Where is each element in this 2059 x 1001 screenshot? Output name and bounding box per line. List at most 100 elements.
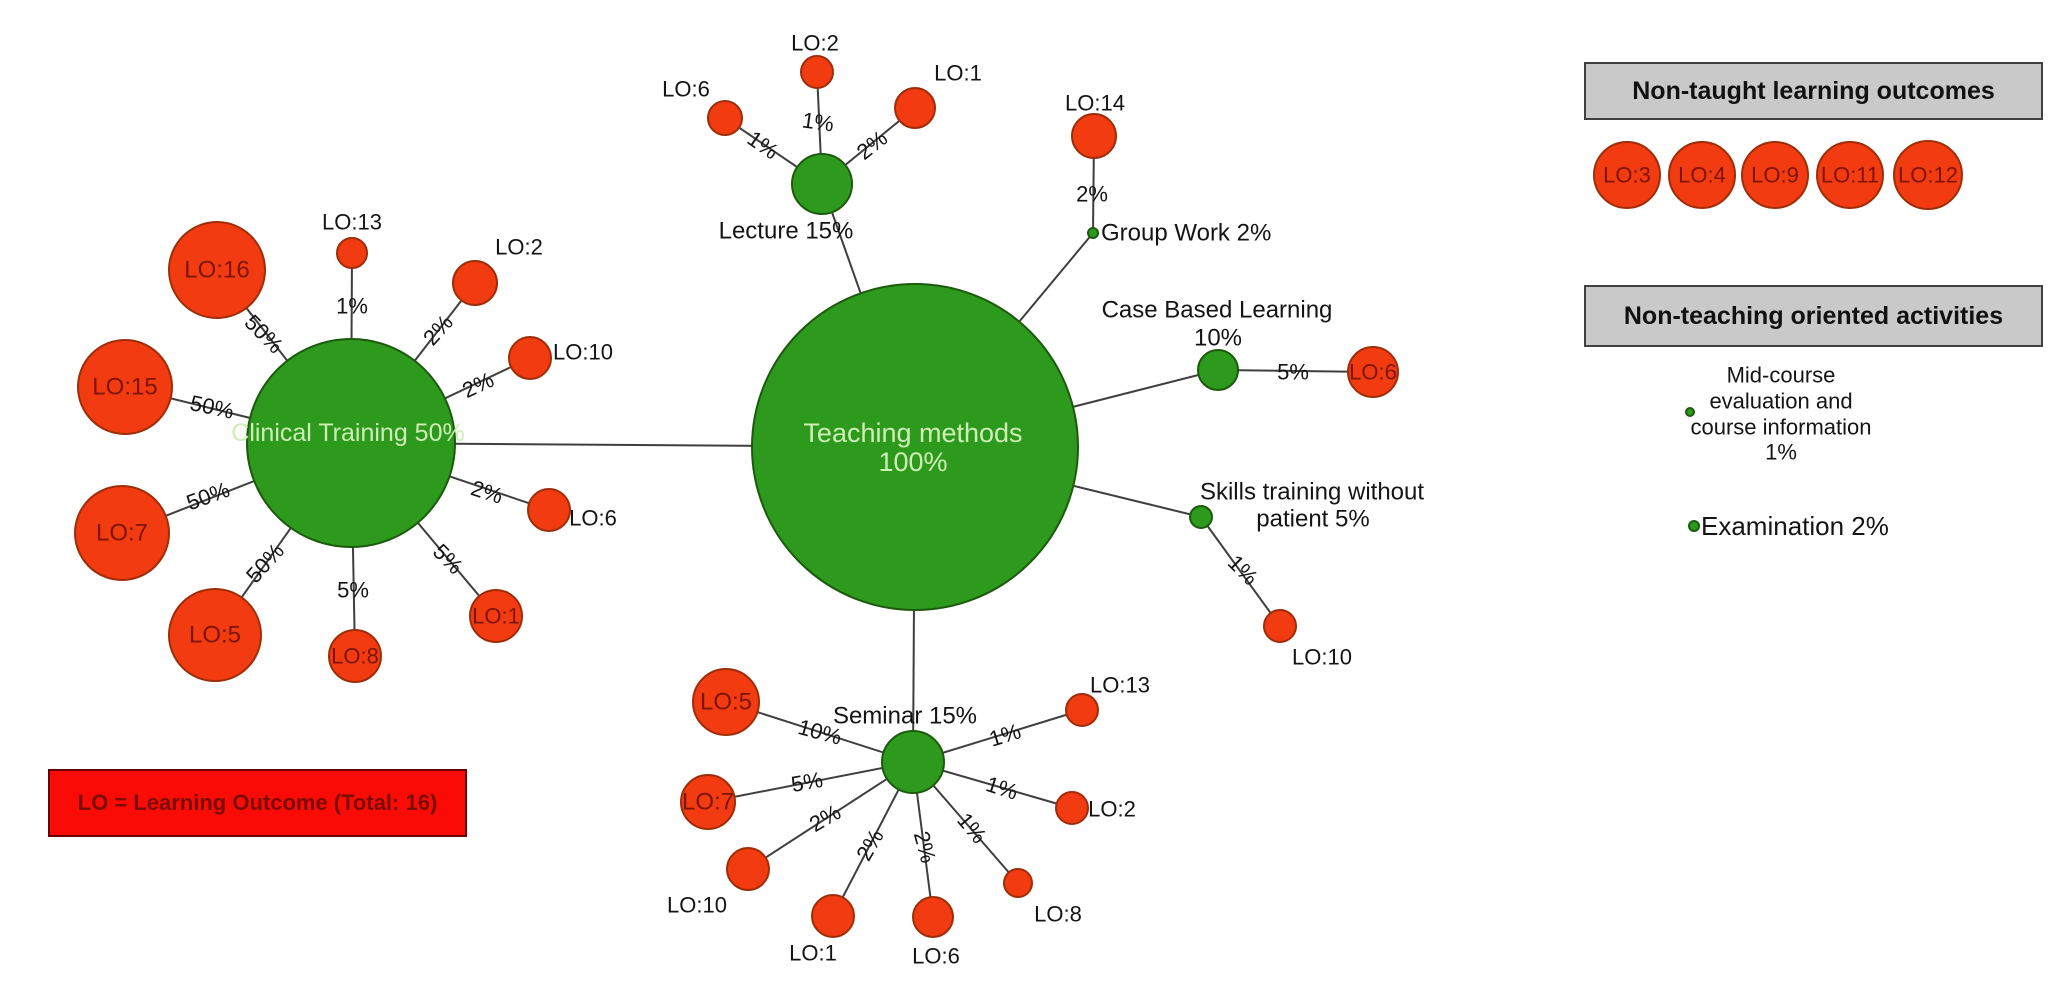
node-sm_lo7 (680, 774, 736, 830)
node-label-sm_lo7-0: LO:7 (682, 789, 734, 816)
node-sk_lo10 (1263, 609, 1297, 643)
node-ct_lo6 (527, 488, 571, 532)
edge-label-seminar-sm_lo6: 2% (909, 828, 941, 865)
node-seminar (881, 730, 945, 794)
node-ct_lo1 (469, 589, 523, 643)
edge-skills-sk_lo10 (1200, 516, 1281, 627)
node-label-mid_dot-2: course information (1691, 415, 1872, 440)
node-label-ct_lo13-0: LO:13 (322, 210, 382, 235)
node-label-skills-0: Skills training without (1200, 479, 1424, 506)
node-lec_lo1 (894, 87, 936, 129)
note-box: LO = Learning Outcome (Total: 16) (48, 769, 467, 837)
node-sm_lo2 (1055, 791, 1089, 825)
node-ct_lo7 (74, 485, 170, 581)
node-label-lecture-0: Lecture 15% (719, 218, 854, 245)
node-label-sm_lo6-0: LO:6 (912, 944, 960, 969)
node-label-mid_dot-3: 1% (1765, 440, 1797, 465)
node-cbl_lo6 (1347, 346, 1399, 398)
edge-label-seminar-sm_lo13: 1% (986, 718, 1024, 751)
edge-label-seminar-sm_lo1: 2% (851, 825, 889, 865)
node-label-ct_lo10-0: LO:10 (553, 340, 613, 365)
node-ct_lo5 (168, 588, 262, 682)
node-label-seminar-0: Seminar 15% (833, 703, 977, 730)
node-clinical (246, 338, 456, 548)
node-mid_dot (1685, 407, 1695, 417)
node-label-clinical-0: Clinical Training 50% (231, 419, 464, 447)
edge-label-lecture-lec_lo2: 1% (801, 107, 836, 136)
note-box-label: LO = Learning Outcome (Total: 16) (77, 790, 438, 815)
node-label-sk_lo10-0: LO:10 (1292, 645, 1352, 670)
node-label-teaching-1: 100% (878, 447, 947, 477)
edge-label-seminar-sm_lo2: 1% (983, 771, 1021, 805)
node-label-ct_lo7-0: LO:7 (96, 520, 148, 547)
node-label-cbl-1: 10% (1194, 325, 1242, 352)
node-teaching (751, 283, 1079, 611)
node-lec_lo2 (800, 55, 834, 89)
node-label-ct_lo5-0: LO:5 (189, 622, 241, 649)
edge-label-clinical-ct_lo16: 50% (240, 310, 289, 359)
edge-label-clinical-ct_lo7: 50% (183, 477, 233, 516)
edge-label-cbl-cbl_lo6: 5% (1277, 360, 1309, 385)
node-label-ct_lo6-0: LO:6 (569, 506, 617, 531)
node-lec_lo6 (707, 100, 743, 136)
edge-label-clinical-ct_lo1: 5% (428, 539, 468, 579)
legend-non-teaching-box: Non-teaching oriented activities (1584, 285, 2043, 347)
node-ct_lo16 (168, 221, 266, 319)
node-label-groupwork-0: Group Work 2% (1101, 220, 1271, 247)
edge-label-clinical-ct_lo5: 50% (241, 538, 289, 587)
edge-label-clinical-ct_lo15: 50% (188, 390, 236, 424)
node-label-teaching-0: Teaching methods (803, 418, 1022, 448)
edge-label-seminar-sm_lo7: 5% (789, 767, 825, 797)
node-label-lg_lo11-0: LO:11 (1821, 163, 1879, 188)
node-ct_lo10 (508, 336, 552, 380)
edge-label-clinical-ct_lo8: 5% (337, 578, 369, 603)
node-sm_lo6 (912, 896, 954, 938)
node-sm_lo13 (1065, 693, 1099, 727)
node-ct_lo13 (336, 237, 368, 269)
node-sm_lo1 (811, 894, 855, 938)
node-label-lec_lo1-0: LO:1 (934, 61, 982, 86)
legend-non-teaching-title: Non-teaching oriented activities (1623, 301, 2004, 330)
node-sm_lo8 (1003, 868, 1033, 898)
node-lg_lo11 (1816, 141, 1884, 209)
node-label-cbl-0: Case Based Learning (1102, 297, 1333, 324)
node-ct_lo2 (452, 260, 498, 306)
edge-seminar-sm_lo7 (707, 761, 914, 803)
node-label-ct_lo2-0: LO:2 (495, 235, 543, 260)
legend-non-taught-box: Non-taught learning outcomes (1584, 62, 2043, 120)
node-label-ct_lo1-0: LO:1 (472, 604, 520, 629)
node-sm_lo10 (726, 847, 770, 891)
node-label-gw_lo14-0: LO:14 (1065, 91, 1125, 116)
node-sm_lo5 (692, 668, 760, 736)
node-lg_lo9 (1741, 141, 1809, 209)
node-label-exam_dot-0: Examination 2% (1701, 511, 1889, 541)
node-lecture (791, 153, 853, 215)
node-groupwork (1087, 227, 1099, 239)
node-skills (1189, 505, 1213, 529)
node-label-lec_lo6-0: LO:6 (662, 77, 710, 102)
node-label-cbl_lo6-0: LO:6 (1349, 360, 1397, 385)
node-label-ct_lo15-0: LO:15 (92, 374, 157, 401)
node-label-sm_lo5-0: LO:5 (700, 689, 752, 716)
node-lg_lo4 (1668, 141, 1736, 209)
node-label-skills-1: patient 5% (1256, 506, 1369, 533)
node-ct_lo8 (328, 629, 382, 683)
node-label-ct_lo16-0: LO:16 (184, 257, 249, 284)
legend-non-taught-title: Non-taught learning outcomes (1632, 76, 1995, 105)
edge-label-clinical-ct_lo13: 1% (336, 294, 368, 319)
node-exam_dot (1688, 520, 1700, 532)
node-label-lg_lo12-0: LO:12 (1898, 163, 1958, 188)
node-cbl (1197, 349, 1239, 391)
edge-label-seminar-sm_lo10: 2% (805, 799, 845, 837)
node-label-sm_lo8-0: LO:8 (1034, 902, 1082, 927)
node-label-lg_lo9-0: LO:9 (1751, 163, 1799, 188)
node-label-ct_lo8-0: LO:8 (331, 644, 379, 669)
node-label-lg_lo3-0: LO:3 (1603, 163, 1651, 188)
node-label-sm_lo13-0: LO:13 (1090, 673, 1150, 698)
node-label-sm_lo1-0: LO:1 (789, 941, 837, 966)
node-lg_lo12 (1893, 140, 1963, 210)
edge-label-lecture-lec_lo6: 1% (743, 126, 783, 165)
edge-label-groupwork-gw_lo14: 2% (1076, 182, 1108, 207)
